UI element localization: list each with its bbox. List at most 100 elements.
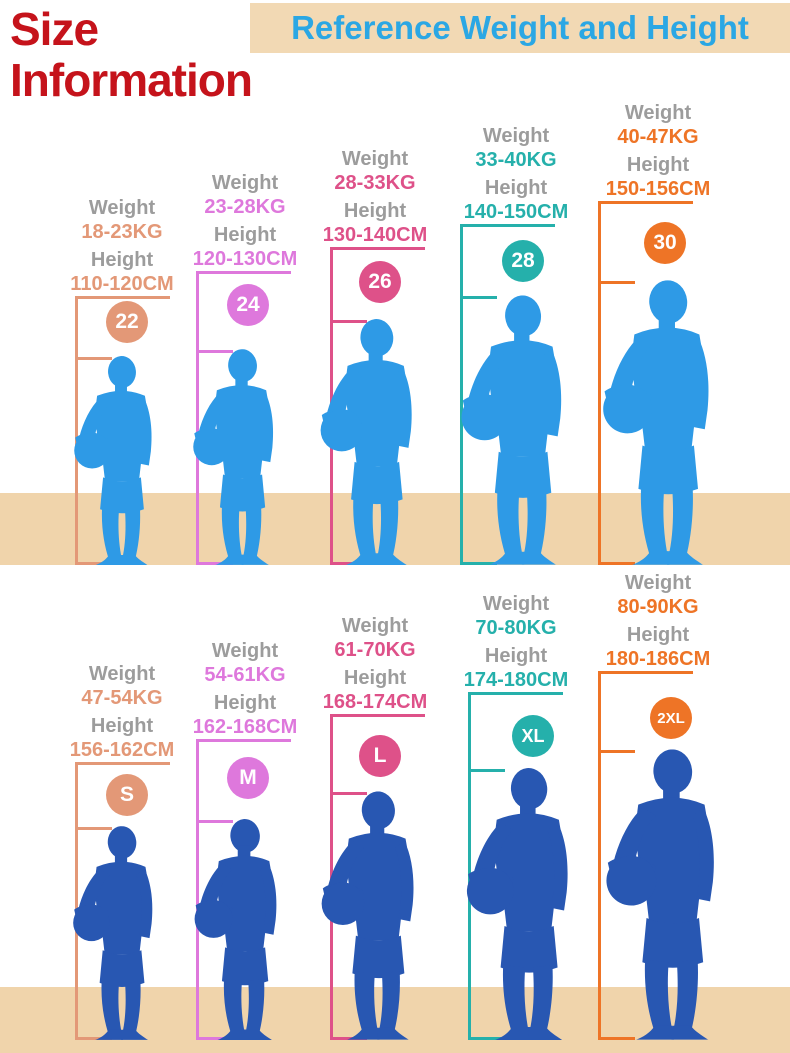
- height-bracket: [460, 224, 555, 565]
- bracket-tick: [75, 827, 112, 830]
- height-value: 140-150CM: [463, 201, 569, 223]
- bracket-tick: [330, 792, 367, 795]
- bracket-tick: [468, 1037, 505, 1040]
- size-26-labels: Weight 28-33KG Height 130-140CM: [290, 147, 460, 247]
- weight-value: 18-23KG: [81, 221, 163, 243]
- height-value: 180-186CM: [605, 648, 711, 670]
- height-label: Height: [90, 715, 154, 737]
- height-value: 162-168CM: [192, 716, 298, 738]
- size-l-labels: Weight 61-70KG Height 168-174CM: [290, 614, 460, 714]
- height-value: 150-156CM: [605, 178, 711, 200]
- bracket-tick: [75, 1037, 112, 1040]
- kid-silhouette: [606, 749, 713, 1040]
- weight-label: Weight: [341, 148, 409, 170]
- kid-silhouette-figure: [64, 826, 176, 1040]
- height-bracket: [598, 671, 693, 1040]
- height-label: Height: [484, 645, 548, 667]
- kid-silhouette: [467, 768, 568, 1040]
- height-bracket: [75, 296, 170, 565]
- size-badge: L: [359, 735, 401, 777]
- weight-label: Weight: [88, 197, 156, 219]
- banner-title: Reference Weight and Height: [291, 9, 749, 46]
- height-value: 130-140CM: [322, 224, 428, 246]
- weight-label: Weight: [211, 640, 279, 662]
- bracket-tick: [330, 1037, 367, 1040]
- bracket-tick: [196, 820, 233, 823]
- kid-silhouette-figure: [594, 749, 746, 1040]
- bracket-tick: [196, 350, 233, 353]
- kid-silhouette-figure: [311, 791, 441, 1040]
- height-value: 174-180CM: [463, 669, 569, 691]
- height-label: Height: [343, 200, 407, 222]
- kid-silhouette: [462, 295, 562, 565]
- size-xl-labels: Weight 70-80KG Height 174-180CM: [431, 592, 601, 692]
- height-bracket: [196, 271, 291, 565]
- weight-value: 28-33KG: [334, 172, 416, 194]
- weight-value: 47-54KG: [81, 687, 163, 709]
- weight-value: 61-70KG: [334, 639, 416, 661]
- kid-silhouette-figure: [185, 819, 301, 1040]
- kid-silhouette-figure: [455, 768, 598, 1040]
- height-bracket: [196, 739, 291, 1040]
- bracket-tick: [196, 1037, 233, 1040]
- kid-silhouette-figure: [184, 349, 297, 565]
- size-badge: 26: [359, 261, 401, 303]
- bracket-tick: [330, 320, 367, 323]
- bracket-tick: [468, 769, 505, 772]
- bracket-tick: [460, 296, 497, 299]
- size-30-labels: Weight 40-47KG Height 150-156CM: [573, 101, 743, 201]
- kid-silhouette: [193, 349, 273, 565]
- bracket-tick: [598, 750, 635, 753]
- bracket-tick: [196, 562, 233, 565]
- weight-value: 33-40KG: [475, 149, 557, 171]
- size-m-labels: Weight 54-61KG Height 162-168CM: [160, 639, 330, 739]
- height-label: Height: [213, 224, 277, 246]
- weight-value: 54-61KG: [204, 664, 286, 686]
- kid-silhouette: [321, 319, 412, 565]
- size-s-labels: Weight 47-54KG Height 156-162CM: [37, 662, 207, 762]
- height-label: Height: [484, 177, 548, 199]
- weight-label: Weight: [482, 593, 550, 615]
- height-value: 120-130CM: [192, 248, 298, 270]
- weight-label: Weight: [211, 172, 279, 194]
- bracket-tick: [598, 562, 635, 565]
- weight-label: Weight: [88, 663, 156, 685]
- size-badge: XL: [512, 715, 554, 757]
- size-22-labels: Weight 18-23KG Height 110-120CM: [37, 196, 207, 296]
- size-badge: 28: [502, 240, 544, 282]
- kid-silhouette-figure: [310, 319, 439, 565]
- height-label: Height: [626, 624, 690, 646]
- size-2xl-labels: Weight 80-90KG Height 180-186CM: [573, 571, 743, 671]
- weight-value: 23-28KG: [204, 196, 286, 218]
- height-bracket: [468, 692, 563, 1040]
- kid-silhouette: [195, 819, 277, 1040]
- bracket-tick: [460, 562, 497, 565]
- page-title: Size Information: [10, 4, 310, 106]
- height-value: 168-174CM: [322, 691, 428, 713]
- height-label: Height: [90, 249, 154, 271]
- kid-silhouette: [322, 791, 414, 1040]
- weight-value: 80-90KG: [617, 596, 699, 618]
- page-title-line1: Size: [10, 3, 99, 55]
- size-badge: S: [106, 774, 148, 816]
- kid-silhouette: [73, 826, 152, 1040]
- height-label: Height: [343, 667, 407, 689]
- size-24-labels: Weight 23-28KG Height 120-130CM: [160, 171, 330, 271]
- size-badge: 24: [227, 284, 269, 326]
- kid-silhouette: [74, 356, 151, 565]
- banner: Reference Weight and Height: [250, 3, 790, 53]
- height-label: Height: [213, 692, 277, 714]
- weight-value: 70-80KG: [475, 617, 557, 639]
- height-label: Height: [626, 154, 690, 176]
- height-value: 156-162CM: [69, 739, 175, 761]
- weight-label: Weight: [624, 572, 692, 594]
- kid-silhouette-figure: [65, 356, 175, 565]
- weight-label: Weight: [341, 615, 409, 637]
- page-title-line2: Information: [10, 54, 253, 106]
- size-28-labels: Weight 33-40KG Height 140-150CM: [431, 124, 601, 224]
- size-badge: M: [227, 757, 269, 799]
- height-bracket: [75, 762, 170, 1040]
- kid-silhouette-figure: [591, 280, 740, 565]
- bracket-tick: [330, 562, 367, 565]
